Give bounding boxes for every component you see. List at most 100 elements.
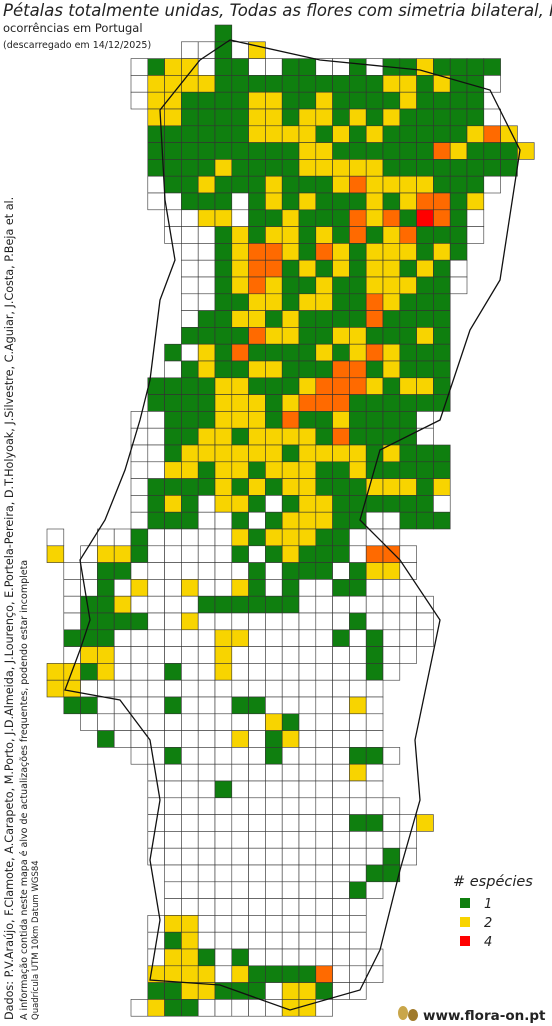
grid-cell bbox=[80, 663, 98, 681]
grid-cell bbox=[332, 175, 350, 194]
grid-cell bbox=[281, 226, 300, 244]
grid-cell bbox=[147, 495, 165, 513]
grid-cell bbox=[382, 175, 401, 194]
grid-cell bbox=[332, 948, 350, 967]
grid-cell bbox=[382, 360, 401, 379]
grid-cell bbox=[382, 142, 401, 160]
grid-cell bbox=[181, 747, 199, 765]
grid-cell bbox=[231, 948, 249, 967]
grid-cell bbox=[315, 276, 333, 295]
grid-cell bbox=[214, 915, 233, 933]
grid-cell bbox=[433, 259, 451, 278]
grid-cell bbox=[231, 444, 249, 463]
grid-cell bbox=[365, 495, 384, 513]
grid-cell bbox=[399, 847, 417, 866]
grid-cell bbox=[281, 831, 300, 849]
grid-cell bbox=[315, 898, 333, 916]
grid-cell bbox=[416, 377, 434, 395]
grid-cell bbox=[97, 713, 115, 731]
grid-cell bbox=[365, 159, 384, 177]
grid-cell bbox=[181, 461, 199, 479]
grid-cell bbox=[332, 814, 350, 832]
grid-cell bbox=[298, 243, 317, 261]
grid-cell bbox=[197, 965, 216, 983]
grid-cell bbox=[164, 125, 182, 143]
grid-cell bbox=[248, 982, 266, 1000]
grid-cell bbox=[298, 915, 317, 933]
grid-cell bbox=[197, 427, 216, 446]
grid-cell bbox=[332, 931, 350, 950]
grid-cell bbox=[214, 259, 233, 278]
grid-cell bbox=[349, 125, 367, 143]
grid-cell bbox=[416, 310, 434, 328]
grid-cell bbox=[164, 461, 182, 479]
grid-cell bbox=[130, 511, 149, 530]
grid-cell bbox=[147, 545, 165, 563]
grid-cell bbox=[248, 411, 266, 429]
grid-cell bbox=[298, 192, 317, 211]
grid-cell bbox=[449, 226, 468, 244]
grid-cell bbox=[416, 595, 434, 614]
grid-cell bbox=[315, 411, 333, 429]
grid-cell bbox=[265, 528, 283, 547]
grid-cell bbox=[80, 713, 98, 731]
grid-cell bbox=[214, 360, 233, 379]
grid-cell bbox=[382, 192, 401, 211]
grid-cell bbox=[382, 831, 401, 849]
grid-cell bbox=[265, 864, 283, 883]
grid-cell bbox=[349, 108, 367, 127]
grid-cell bbox=[181, 847, 199, 866]
grid-cell bbox=[248, 831, 266, 849]
grid-cell bbox=[298, 713, 317, 731]
grid-cell bbox=[248, 259, 266, 278]
grid-cell bbox=[332, 411, 350, 429]
legend-label: 2 bbox=[484, 916, 492, 931]
grid-cell bbox=[281, 696, 300, 715]
grid-cell bbox=[113, 612, 132, 631]
grid-cell bbox=[147, 444, 165, 463]
grid-cell bbox=[197, 679, 216, 698]
grid-cell bbox=[181, 108, 199, 127]
grid-cell bbox=[181, 175, 199, 194]
grid-cell bbox=[349, 713, 367, 731]
grid-cell bbox=[181, 948, 199, 967]
grid-cell bbox=[298, 259, 317, 278]
grid-cell bbox=[382, 411, 401, 429]
grid-cell bbox=[231, 91, 249, 110]
grid-cell bbox=[231, 495, 249, 513]
grid-cell bbox=[164, 881, 182, 899]
grid-cell bbox=[197, 982, 216, 1000]
grid-cell bbox=[332, 91, 350, 110]
grid-cell bbox=[248, 495, 266, 513]
grid-cell bbox=[433, 91, 451, 110]
grid-cell bbox=[365, 511, 384, 530]
grid-cell bbox=[315, 394, 333, 412]
grid-cell bbox=[197, 159, 216, 177]
grid-cell bbox=[298, 360, 317, 379]
grid-cell bbox=[147, 528, 165, 547]
grid-cell bbox=[382, 394, 401, 412]
grid-cell bbox=[365, 763, 384, 782]
grid-cell bbox=[332, 562, 350, 580]
grid-cell bbox=[231, 881, 249, 899]
grid-cell bbox=[315, 864, 333, 883]
grid-cell bbox=[164, 545, 182, 563]
grid-cell bbox=[332, 75, 350, 93]
grid-cell bbox=[365, 579, 384, 597]
grid-cell bbox=[365, 629, 384, 647]
grid-cell bbox=[298, 881, 317, 899]
grid-cell bbox=[365, 259, 384, 278]
grid-cell bbox=[433, 394, 451, 412]
grid-cell bbox=[365, 747, 384, 765]
grid-cell bbox=[281, 679, 300, 698]
grid-cell bbox=[365, 91, 384, 110]
grid-cell bbox=[315, 495, 333, 513]
grid-cell bbox=[281, 276, 300, 295]
grid-cell bbox=[248, 948, 266, 967]
grid-cell bbox=[315, 528, 333, 547]
grid-cell bbox=[197, 881, 216, 899]
grid-cell bbox=[214, 713, 233, 731]
grid-cell bbox=[248, 629, 266, 647]
grid-cell bbox=[248, 696, 266, 715]
grid-cell bbox=[130, 679, 149, 698]
